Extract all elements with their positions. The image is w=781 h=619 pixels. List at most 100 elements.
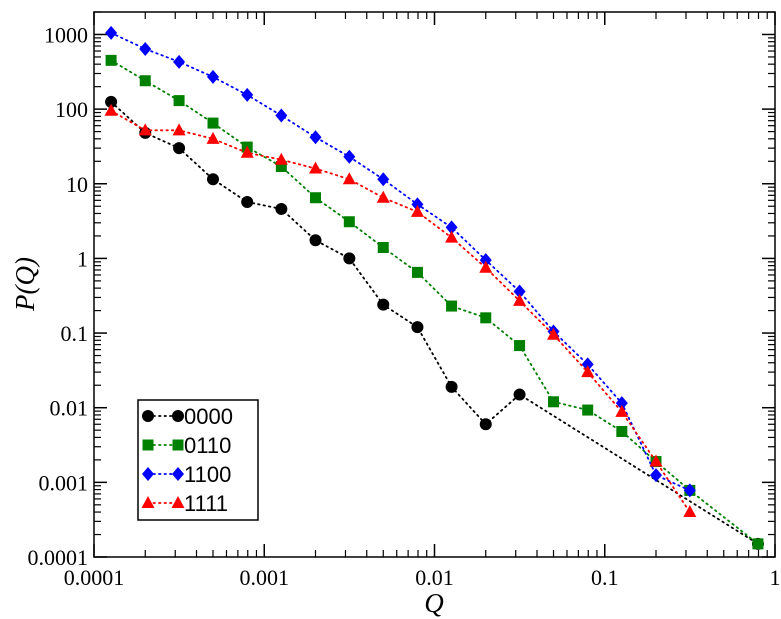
data-point [615,404,629,417]
data-point [343,252,356,265]
series-line [110,109,691,513]
axis-ticks [93,11,776,558]
legend: 0000 0110 1100 1111 [137,399,259,521]
y-tick-label: 10 [66,172,88,197]
data-point [104,103,118,116]
series-1111 [104,103,697,518]
data-point [241,195,254,208]
data-point [240,145,254,158]
series-1100 [105,25,696,498]
data-point [207,117,219,129]
data-point [172,410,184,422]
data-point [309,161,323,174]
data-point [139,41,152,56]
data-point [138,123,152,136]
data-point [173,95,185,107]
legend-entry: 0000 [142,404,233,429]
legend-label: 1100 [184,462,231,487]
x-tick-label: 0.1 [591,565,619,590]
data-point [342,172,356,185]
y-tick-label: 0.01 [50,396,89,421]
legend-entry: 1111 [141,491,228,516]
data-point [581,365,595,378]
data-point [616,426,628,438]
data-point [173,142,186,155]
data-point [172,467,184,481]
data-point [142,467,154,481]
data-point [410,204,424,217]
data-point [274,152,288,165]
data-point [411,321,424,334]
data-point [173,54,186,69]
data-point [309,234,322,247]
data-point [171,496,185,508]
data-point [513,388,526,401]
data-point [411,197,424,212]
data-point [411,266,423,278]
data-point [343,216,355,228]
data-point [377,172,390,187]
data-point [513,293,527,306]
data-point [275,202,288,215]
data-point [479,253,492,268]
data-point [275,161,287,173]
data-point [546,327,560,340]
data-point [206,69,219,84]
x-tick-label: 1 [770,565,781,590]
data-point [206,131,220,144]
data-point [513,284,526,299]
x-axis-title: Q [424,588,444,618]
data-point [241,87,254,102]
data-point [142,410,154,422]
legend-label: 1111 [184,491,228,516]
data-point [445,230,459,243]
data-point [309,130,322,145]
axis-tick-labels: 0.0001 0.001 0.01 0.1 10.00010.0010.010.1110… [28,22,781,590]
data-point [445,220,458,235]
y-tick-label: 100 [55,97,88,122]
data-point [615,396,628,411]
data-point [206,173,219,186]
data-point [343,149,356,164]
data-point [683,505,697,518]
data-point [105,54,117,66]
legend-entry: 0110 [142,433,231,458]
legend-label: 0000 [184,404,233,429]
legend-label: 0110 [184,433,231,458]
y-tick-label: 0.0001 [28,545,89,570]
y-tick-label: 1000 [44,22,88,47]
y-tick-label: 0.1 [61,321,89,346]
x-tick-label: 0.001 [240,565,290,590]
y-axis-title: P(Q) [10,257,40,312]
data-point [649,454,663,467]
data-point [479,418,492,431]
y-tick-label: 0.001 [39,470,89,495]
data-point [310,192,322,204]
legend-box [137,399,259,521]
data-point [479,260,493,273]
data-point [446,300,458,312]
data-point [650,468,663,483]
data-point [376,190,390,203]
data-point [275,108,288,123]
x-tick-label: 0.0001 [64,565,125,590]
data-point [377,298,390,311]
data-point [105,95,118,108]
data-point [141,496,155,508]
series-layer [104,25,764,550]
y-tick-label: 1 [77,246,88,271]
data-point [142,439,154,451]
data-point [683,483,696,498]
data-point [139,75,151,87]
series-line [110,100,759,545]
data-point [480,312,492,324]
data-point [445,380,458,393]
data-point [172,123,186,136]
data-point [547,396,559,408]
series-line [110,31,691,492]
data-point [172,439,184,451]
data-point [582,404,594,416]
x-tick-label: 0.01 [415,565,454,590]
data-point [377,242,389,254]
